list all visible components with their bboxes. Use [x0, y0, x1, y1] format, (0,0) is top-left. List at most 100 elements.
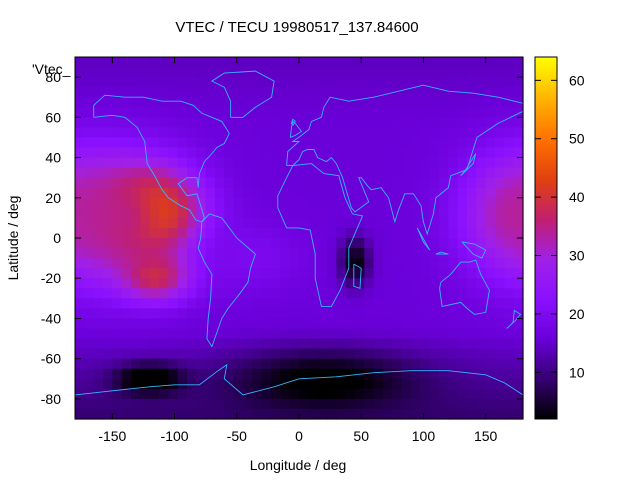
heatmap-cell: [280, 77, 291, 88]
heatmap-cell: [131, 248, 141, 259]
heatmap-cell: [75, 398, 85, 410]
heatmap-cell: [299, 238, 309, 249]
heatmap-cell: [364, 97, 375, 108]
heatmap-cell: [177, 117, 188, 128]
heatmap-cell: [308, 308, 319, 320]
heatmap-cell: [140, 238, 151, 249]
heatmap-cell: [327, 167, 337, 179]
heatmap-cell: [299, 308, 309, 320]
heatmap-cell: [140, 187, 151, 199]
heatmap-cell: [504, 298, 515, 309]
heatmap-cell: [187, 107, 197, 118]
heatmap-cell: [420, 117, 431, 128]
heatmap-cell: [392, 87, 403, 98]
heatmap-cell: [401, 227, 412, 239]
heatmap-cell: [317, 197, 328, 209]
heatmap-cell: [485, 117, 496, 128]
heatmap-cell: [149, 137, 160, 149]
heatmap-cell: [140, 107, 151, 118]
heatmap-cell: [457, 378, 468, 390]
heatmap-cell: [168, 147, 179, 159]
heatmap-cell: [112, 87, 123, 98]
heatmap-cell: [485, 107, 496, 118]
heatmap-cell: [327, 207, 337, 219]
heatmap-cell: [233, 278, 244, 289]
heatmap-cell: [252, 238, 263, 249]
heatmap-cell: [467, 318, 477, 330]
heatmap-cell: [187, 318, 197, 330]
heatmap-cell: [345, 258, 356, 269]
heatmap-cell: [439, 348, 449, 360]
heatmap-cell: [373, 177, 384, 189]
heatmap-cell: [308, 318, 319, 330]
heatmap-cell: [84, 87, 95, 98]
heatmap-cell: [345, 248, 356, 259]
heatmap-cell: [327, 127, 337, 139]
heatmap-cell: [215, 398, 225, 410]
heatmap-cell: [299, 167, 309, 179]
heatmap-cell: [103, 368, 113, 380]
heatmap-cell: [495, 167, 505, 179]
heatmap-cell: [336, 318, 347, 330]
chart-title: VTEC / TECU 19980517_137.84600: [175, 19, 418, 36]
heatmap-cell: [112, 117, 123, 128]
heatmap-cell: [392, 248, 403, 259]
y-tick-label: 60: [45, 109, 61, 125]
heatmap-cell: [457, 77, 468, 88]
heatmap-cell: [140, 127, 151, 139]
heatmap-cell: [513, 157, 524, 169]
heatmap-cell: [75, 177, 85, 189]
coastline: [286, 84, 524, 236]
plot-area: [74, 56, 524, 420]
heatmap-cell: [187, 87, 197, 98]
heatmap-cell: [420, 318, 431, 330]
heatmap-cell: [196, 87, 207, 98]
heatmap-cell: [308, 328, 319, 340]
heatmap-cell: [439, 328, 449, 340]
heatmap-cell: [140, 117, 151, 128]
heatmap-cell: [355, 217, 365, 229]
heatmap-cell: [373, 378, 384, 390]
heatmap-cell: [187, 308, 197, 320]
heatmap-cell: [177, 338, 188, 350]
heatmap-cell: [439, 57, 449, 68]
heatmap-cell: [168, 268, 179, 279]
heatmap-cell: [289, 87, 300, 98]
heatmap-cell: [168, 77, 179, 88]
heatmap-cell: [401, 117, 412, 128]
heatmap-cell: [289, 217, 300, 229]
heatmap-cell: [308, 217, 319, 229]
heatmap-cell: [261, 87, 272, 98]
heatmap-cell: [243, 398, 253, 410]
heatmap-cell: [187, 157, 197, 169]
coastline: [277, 163, 364, 307]
heatmap-cell: [233, 268, 244, 279]
heatmap-cell: [411, 298, 421, 309]
heatmap-cell: [308, 57, 319, 68]
heatmap-cell: [131, 57, 141, 68]
heatmap-cell: [383, 238, 393, 249]
heatmap-cell: [121, 288, 132, 299]
heatmap-cell: [327, 107, 337, 118]
heatmap-cell: [392, 258, 403, 269]
heatmap-cell: [429, 127, 440, 139]
heatmap-cell: [131, 87, 141, 98]
heatmap-cell: [280, 348, 291, 360]
heatmap-cell: [205, 308, 216, 320]
heatmap-cell: [299, 398, 309, 410]
heatmap-cell: [392, 268, 403, 279]
heatmap-cell: [289, 278, 300, 289]
y-tick-label: -20: [41, 270, 61, 286]
heatmap-cell: [233, 187, 244, 199]
colorbar-gradient: [534, 56, 558, 420]
heatmap-cell: [261, 157, 272, 169]
heatmap-cell: [289, 338, 300, 350]
heatmap-cell: [75, 338, 85, 350]
heatmap-cell: [308, 157, 319, 169]
heatmap-cell: [327, 67, 337, 78]
heatmap-cell: [336, 258, 347, 269]
coastline: [506, 309, 522, 329]
heatmap-cell: [476, 318, 487, 330]
heatmap-cell: [149, 308, 160, 320]
heatmap-cell: [448, 398, 459, 410]
